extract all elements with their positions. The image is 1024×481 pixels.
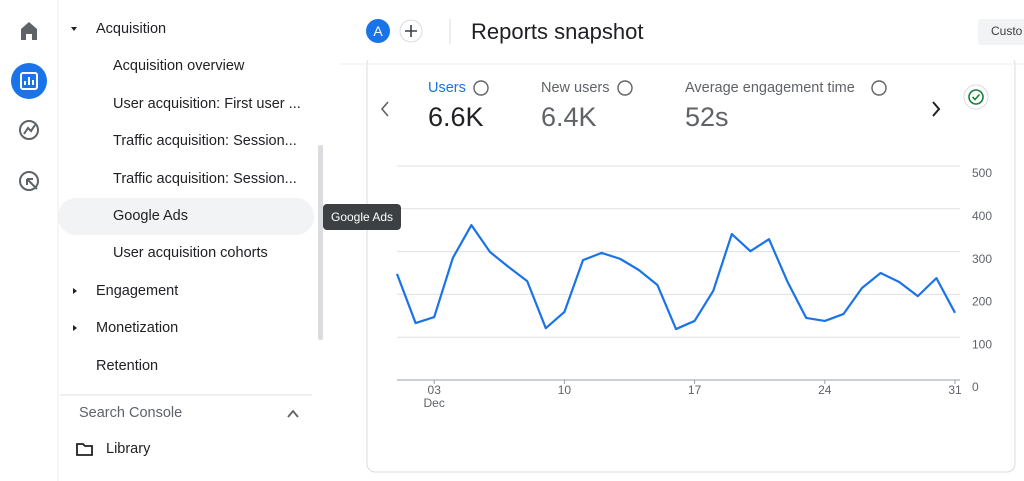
next-arrow[interactable] bbox=[932, 101, 941, 117]
metric-label[interactable]: New users bbox=[541, 80, 610, 96]
metric-value: 6.6K bbox=[428, 102, 484, 132]
help-icon[interactable] bbox=[473, 80, 489, 96]
help-icon[interactable] bbox=[871, 80, 887, 96]
y-tick-label: 300 bbox=[972, 252, 992, 266]
nav-item[interactable]: User acquisition: First user ... bbox=[113, 96, 301, 112]
nav-item[interactable]: Acquisition overview bbox=[113, 58, 245, 74]
x-tick-label: 10 bbox=[558, 383, 572, 397]
nav-section[interactable]: Monetization bbox=[96, 320, 179, 336]
reports-glyph bbox=[20, 72, 38, 90]
advertising-glyph bbox=[26, 178, 38, 190]
nav-group[interactable]: Search Console bbox=[79, 405, 183, 421]
advertising-icon[interactable] bbox=[19, 171, 39, 191]
x-tick-label: 17 bbox=[688, 383, 702, 397]
data-line bbox=[395, 223, 956, 331]
page-title: Reports snapshot bbox=[471, 19, 644, 44]
add-glyph bbox=[405, 25, 417, 37]
y-tick-label: 400 bbox=[972, 209, 992, 223]
nav-section[interactable]: Acquisition bbox=[96, 21, 167, 37]
explore-glyph bbox=[23, 124, 36, 135]
metric-value: 6.4K bbox=[541, 102, 597, 132]
x-group-label: Dec bbox=[424, 396, 445, 410]
metric-value: 52s bbox=[685, 102, 729, 132]
y-tick-label: 0 bbox=[972, 380, 979, 394]
customize-button[interactable] bbox=[978, 19, 1024, 45]
active-row bbox=[58, 198, 314, 235]
x-tick-label: 03 bbox=[428, 383, 442, 397]
caret-right[interactable] bbox=[73, 288, 77, 294]
x-tick-label: 24 bbox=[818, 383, 832, 397]
nav-section[interactable]: Engagement bbox=[96, 283, 179, 299]
home-icon[interactable] bbox=[21, 22, 37, 40]
metric-label[interactable]: Users bbox=[428, 80, 466, 96]
avatar-letter: A bbox=[373, 23, 383, 39]
x-tick-label: 31 bbox=[948, 383, 962, 397]
y-tick-label: 100 bbox=[972, 337, 992, 351]
caret-right[interactable] bbox=[73, 325, 77, 331]
status-glyph bbox=[968, 89, 984, 105]
collapse-icon[interactable] bbox=[287, 409, 299, 418]
y-tick-label: 200 bbox=[972, 295, 992, 309]
y-tick-label: 500 bbox=[972, 166, 992, 180]
nav-item[interactable]: Google Ads bbox=[113, 208, 188, 224]
tooltip: Google Ads bbox=[323, 204, 402, 230]
nav-library[interactable]: Library bbox=[106, 441, 151, 457]
metric-label[interactable]: Average engagement time bbox=[685, 80, 855, 96]
customize-label[interactable]: Custo bbox=[991, 24, 1023, 38]
explore-icon[interactable] bbox=[19, 120, 39, 140]
caret-down[interactable] bbox=[71, 27, 77, 31]
help-icons bbox=[473, 80, 887, 96]
status-glyph bbox=[971, 93, 981, 101]
header-bar bbox=[325, 0, 1024, 60]
help-icon[interactable] bbox=[617, 80, 633, 96]
status-icon[interactable] bbox=[963, 84, 989, 110]
nav-section[interactable]: Retention bbox=[96, 358, 159, 374]
reports-glyph bbox=[24, 77, 34, 85]
prev-arrow[interactable] bbox=[380, 101, 389, 117]
nav-item[interactable]: User acquisition cohorts bbox=[113, 245, 268, 261]
nav-item[interactable]: Traffic acquisition: Session... bbox=[113, 133, 297, 149]
scrollbar[interactable] bbox=[318, 145, 323, 340]
nav-item[interactable]: Traffic acquisition: Session... bbox=[113, 171, 297, 187]
folder-icon bbox=[76, 443, 93, 456]
avatar[interactable] bbox=[366, 19, 390, 43]
